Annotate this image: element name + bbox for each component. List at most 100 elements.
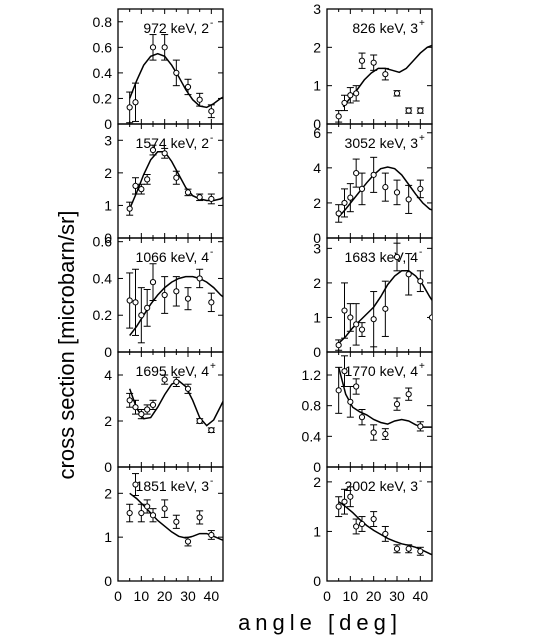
data-marker <box>126 297 133 304</box>
data-point <box>143 173 151 185</box>
data-point <box>184 78 192 96</box>
data-point <box>352 518 360 535</box>
data-point <box>370 511 378 527</box>
data-marker <box>417 107 424 114</box>
data-marker <box>370 59 377 66</box>
data-marker <box>353 170 360 177</box>
data-marker <box>161 505 168 512</box>
data-marker <box>405 196 412 203</box>
data-point <box>381 280 389 337</box>
data-marker <box>393 545 401 552</box>
data-point <box>346 87 354 104</box>
panel-label: 1851 keV, 3 <box>136 478 210 494</box>
data-point <box>416 270 424 293</box>
y-tick-label: 0.6 <box>93 234 113 250</box>
data-marker <box>161 44 168 51</box>
data-point <box>172 170 180 185</box>
data-marker <box>370 515 377 523</box>
data-point <box>196 417 204 425</box>
data-point <box>346 486 354 508</box>
data-point <box>352 378 360 395</box>
data-point <box>149 399 157 410</box>
data-marker <box>161 150 168 157</box>
data-point <box>143 288 151 327</box>
y-tick-label: 4 <box>104 367 112 383</box>
y-tick-label: 0 <box>313 230 321 246</box>
x-tick-label: 0 <box>323 588 331 604</box>
data-point <box>161 374 169 385</box>
x-tick-label: 30 <box>389 588 405 604</box>
data-marker <box>428 314 432 321</box>
data-marker <box>196 417 203 425</box>
data-point <box>341 94 348 112</box>
data-point <box>132 399 139 415</box>
data-point <box>132 473 139 496</box>
data-marker <box>173 288 180 295</box>
x-axis-label: angle [deg] <box>238 610 402 635</box>
data-point <box>132 82 139 122</box>
data-point <box>393 544 401 554</box>
data-point <box>405 544 413 554</box>
data-marker <box>382 71 389 78</box>
data-point <box>358 172 366 206</box>
data-point <box>370 424 378 441</box>
data-point <box>352 303 360 346</box>
data-point <box>132 177 139 195</box>
data-marker <box>405 391 412 398</box>
data-marker <box>161 291 168 299</box>
parity-superscript: - <box>210 476 213 487</box>
data-marker <box>208 299 215 306</box>
data-point <box>196 268 204 289</box>
data-point <box>207 427 215 434</box>
data-marker <box>341 199 348 207</box>
data-marker <box>149 401 157 408</box>
data-marker <box>173 378 180 385</box>
data-point <box>196 92 204 107</box>
data-marker <box>382 430 389 438</box>
data-marker <box>393 401 401 408</box>
panel: 0 1 2 3 826 keV, 3 + <box>313 1 433 132</box>
data-marker <box>393 189 401 196</box>
data-point <box>207 193 215 205</box>
data-point <box>416 179 424 199</box>
data-point <box>137 287 145 344</box>
y-tick-label: 1 <box>313 78 321 94</box>
data-marker <box>138 509 145 517</box>
parity-superscript: + <box>419 133 425 144</box>
panel-label: 1683 keV, 4 <box>345 249 419 265</box>
parity-superscript: + <box>210 361 216 372</box>
data-marker <box>126 397 133 404</box>
data-point <box>393 90 401 97</box>
y-tick-label: 0.8 <box>93 14 113 30</box>
data-point <box>161 499 169 518</box>
panel-label: 2002 keV, 3 <box>345 478 419 494</box>
y-tick-label: 0 <box>313 116 321 132</box>
y-tick-label: 1 <box>313 523 321 539</box>
y-tick-label: 2 <box>104 165 112 181</box>
data-marker <box>132 404 139 411</box>
y-tick-label: 4 <box>313 160 321 176</box>
data-point <box>132 268 139 336</box>
data-marker <box>208 531 215 539</box>
data-point <box>172 376 180 387</box>
data-point <box>184 383 192 394</box>
data-point <box>393 242 401 272</box>
data-marker <box>353 383 360 390</box>
data-point <box>149 508 157 523</box>
data-marker <box>417 423 424 430</box>
data-point <box>381 428 389 440</box>
data-marker <box>347 314 354 321</box>
data-marker <box>335 387 342 394</box>
y-tick-label: 0 <box>313 573 321 589</box>
data-point <box>405 253 413 296</box>
x-tick-label: 30 <box>180 588 196 604</box>
data-point <box>416 546 424 556</box>
data-marker <box>347 398 354 405</box>
data-point <box>126 201 134 216</box>
data-marker <box>382 305 389 312</box>
parity-superscript: - <box>419 247 422 258</box>
panel-label: 826 keV, 3 <box>352 20 418 36</box>
data-point <box>405 107 413 114</box>
